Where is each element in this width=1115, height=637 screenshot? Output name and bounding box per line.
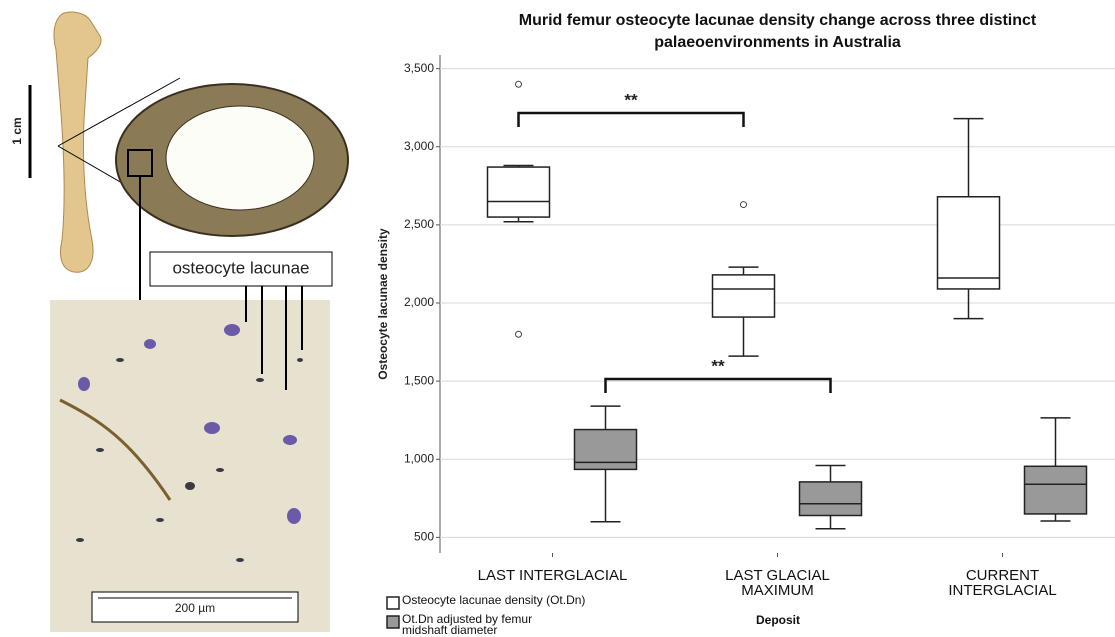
scale-label: 1 cm [10, 117, 24, 144]
legend-label: Ot.Dn adjusted by femur midshaft diamete… [402, 614, 533, 636]
box [798, 481, 863, 517]
significance-label: ** [624, 90, 638, 109]
canal [59, 398, 172, 501]
lacunae [76, 324, 303, 562]
connector [57, 77, 181, 147]
box [936, 196, 1001, 290]
micro-scale-box [91, 591, 299, 623]
y-tick-label: 1,500 [404, 373, 434, 387]
legend-swatch [386, 596, 400, 610]
box [573, 428, 638, 471]
box [486, 166, 551, 218]
y-tick-label: 2,000 [404, 295, 434, 309]
x-tick-label: LAST GLACIAL MAXIMUM [725, 567, 830, 599]
y-tick-label: 3,500 [404, 61, 434, 75]
x-tick-label: CURRENT INTERGLACIAL [948, 567, 1057, 599]
outlier [515, 80, 522, 88]
significance-bracket [517, 111, 745, 127]
micro-scale-label: 200 µm [175, 601, 215, 615]
y-tick-label: 500 [414, 530, 434, 544]
medullary-cavity [165, 105, 315, 211]
y-tick-label: 1,000 [404, 451, 434, 465]
box [1023, 465, 1088, 515]
x-tick-label: LAST INTERGLACIAL [477, 567, 628, 584]
y-tick-label: 3,000 [404, 139, 434, 153]
callout-box [149, 251, 333, 287]
bone-photo [53, 11, 102, 273]
callout-pointers [245, 286, 303, 390]
significance-bracket [604, 377, 832, 393]
significance-label: ** [711, 356, 725, 375]
legend-label: Osteocyte lacunae density (Ot.Dn) [402, 595, 586, 607]
y-axis-label: Osteocyte lacunae density [376, 228, 390, 380]
legend-swatch [386, 615, 400, 629]
chart-title: Murid femur osteocyte lacunae density ch… [518, 12, 1037, 51]
callout-label: osteocyte lacunae [172, 258, 309, 277]
outlier [515, 330, 522, 338]
outlier [740, 201, 747, 209]
box [711, 274, 776, 318]
micrograph [50, 300, 330, 632]
x-axis-label: Deposit [755, 613, 800, 627]
y-tick-label: 2,500 [404, 217, 434, 231]
